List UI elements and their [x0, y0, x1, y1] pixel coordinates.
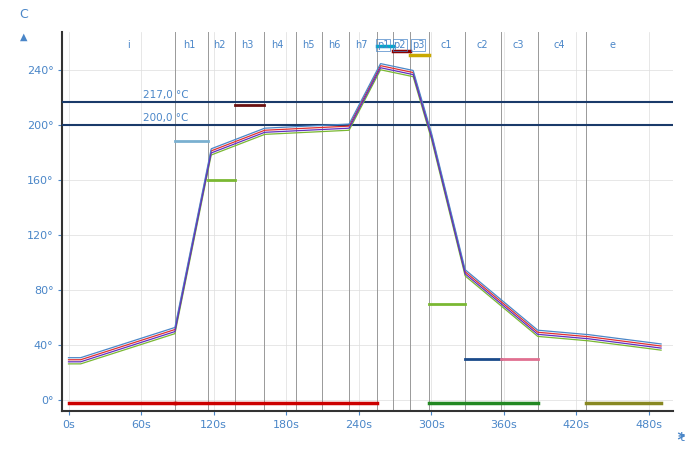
Text: e: e [610, 40, 616, 50]
Text: t: t [679, 431, 684, 444]
Text: h7: h7 [355, 40, 367, 50]
Text: p1: p1 [377, 40, 389, 50]
Text: h2: h2 [214, 40, 226, 50]
Text: c3: c3 [513, 40, 524, 50]
Text: 200,0 °C: 200,0 °C [144, 113, 189, 123]
Text: h3: h3 [242, 40, 254, 50]
Text: p2: p2 [393, 40, 406, 50]
Text: ▲: ▲ [19, 32, 27, 42]
Text: h5: h5 [302, 40, 314, 50]
Text: i: i [128, 40, 130, 50]
Text: h4: h4 [271, 40, 284, 50]
Text: h6: h6 [328, 40, 341, 50]
Text: 217,0 °C: 217,0 °C [144, 90, 189, 100]
Text: h1: h1 [183, 40, 196, 50]
Text: C: C [19, 8, 28, 21]
Text: c1: c1 [440, 40, 452, 50]
Text: c4: c4 [554, 40, 565, 50]
Text: c2: c2 [476, 40, 488, 50]
Text: p3: p3 [412, 40, 424, 50]
